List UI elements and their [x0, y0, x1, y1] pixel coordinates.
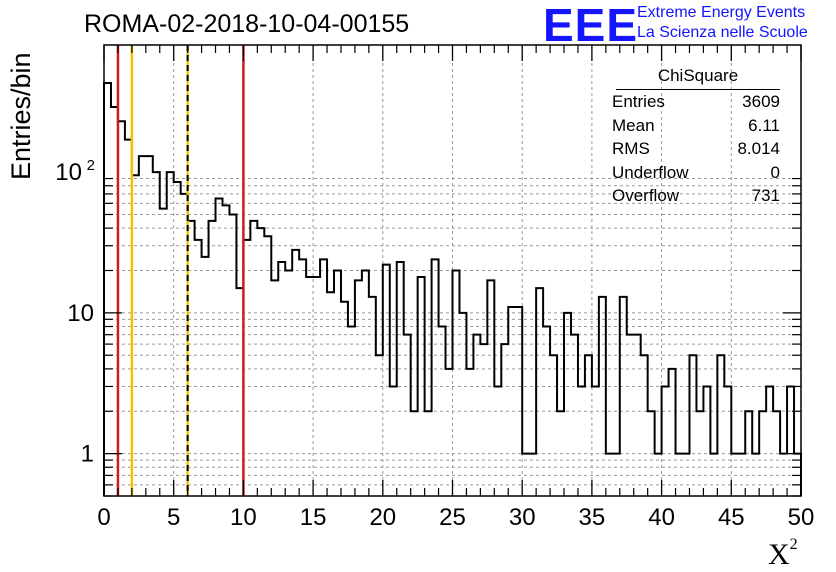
stats-value: 731: [751, 186, 780, 205]
stats-row-mean: Mean 6.11: [612, 114, 780, 138]
vertical-marker-lines: [116, 45, 245, 496]
x-tick-label: 50: [788, 504, 815, 531]
x-tick-label: 5: [167, 504, 180, 531]
y-tick-label: 10: [55, 159, 82, 186]
x-axis-label: X2: [768, 536, 798, 572]
stats-value: 6.11: [748, 115, 780, 135]
x-tick-label: 45: [718, 504, 745, 531]
x-tick-label: 25: [439, 504, 466, 531]
logo-line-2: La Scienza nelle Scuole: [637, 24, 808, 41]
stats-label: Overflow: [612, 186, 680, 205]
stats-value: 3609: [742, 92, 780, 111]
x-axis-label-sup: 2: [789, 536, 798, 553]
stats-label: RMS: [612, 139, 650, 158]
stats-box: ChiSquare Entries 3609 Mean 6.11 RMS 8.014 Und…: [612, 66, 780, 208]
stats-row-underflow: Underflow 0: [612, 161, 780, 185]
x-tick-label: 20: [369, 504, 396, 531]
stats-row-overflow: Overflow 731: [612, 184, 780, 208]
x-tick-label: 30: [509, 504, 536, 531]
eee-logo: EEE: [543, 0, 639, 51]
stats-label: Mean: [612, 115, 655, 135]
stats-label: Underflow: [612, 162, 689, 182]
histogram-series: [103, 81, 802, 496]
x-tick-label: 0: [97, 504, 110, 531]
axis-ticks: [103, 45, 802, 497]
stats-title: ChiSquare: [616, 66, 780, 90]
y-tick-label-sup: 2: [87, 157, 95, 174]
y-tick-label: 10: [67, 300, 94, 327]
x-axis-label-base: X: [768, 538, 790, 571]
x-tick-label: 10: [230, 504, 257, 531]
header-title: ROMA-02-2018-10-04-00155: [84, 10, 410, 38]
x-tick-label: 15: [300, 504, 327, 531]
stats-row-entries: Entries 3609: [612, 90, 780, 114]
logo-line-1: Extreme Energy Events: [637, 4, 806, 21]
stats-value: 8.014: [737, 139, 780, 158]
axis-tick-labels: 0 5 10 15 20 25 30 35 40 45 50 1 10 10 2: [55, 157, 814, 531]
stats-label: Entries: [612, 92, 665, 111]
stats-row-rms: RMS 8.014: [612, 137, 780, 161]
x-tick-label: 35: [579, 504, 606, 531]
y-tick-label: 1: [81, 441, 94, 468]
stats-value: 0: [770, 162, 780, 182]
x-tick-label: 40: [648, 504, 675, 531]
